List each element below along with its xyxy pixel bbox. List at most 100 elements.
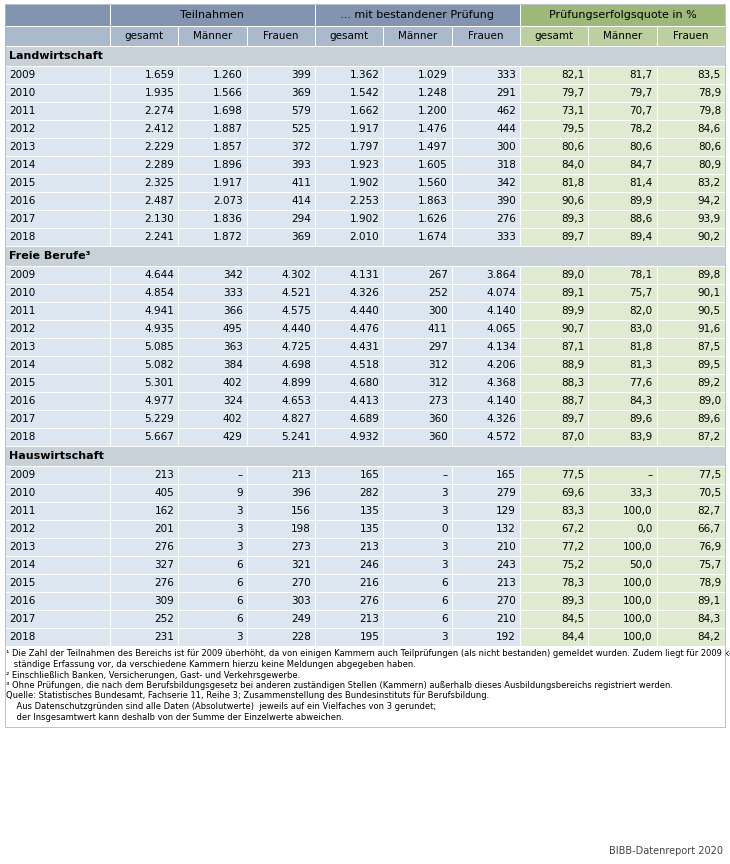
Bar — [178, 210, 247, 228]
Bar — [178, 520, 247, 538]
Bar — [520, 502, 588, 520]
Text: 9: 9 — [236, 488, 242, 498]
Bar — [452, 574, 520, 592]
Bar — [5, 210, 110, 228]
Bar — [5, 84, 110, 102]
Text: gesamt: gesamt — [125, 31, 164, 41]
Bar — [247, 26, 315, 46]
Bar — [247, 156, 315, 174]
Bar — [520, 592, 588, 610]
Bar — [5, 392, 110, 410]
Text: 84,6: 84,6 — [698, 124, 721, 134]
Text: 83,2: 83,2 — [698, 178, 721, 188]
Bar — [657, 320, 725, 338]
Text: Männer: Männer — [603, 31, 642, 41]
Text: 429: 429 — [223, 432, 242, 442]
Bar — [452, 120, 520, 138]
Bar — [315, 574, 383, 592]
Bar — [178, 502, 247, 520]
Bar — [178, 428, 247, 446]
Text: 89,3: 89,3 — [561, 214, 584, 224]
Text: 2.487: 2.487 — [145, 196, 174, 206]
Bar — [5, 556, 110, 574]
Bar — [657, 374, 725, 392]
Bar — [383, 228, 452, 246]
Text: 4.977: 4.977 — [145, 396, 174, 406]
Text: 1.698: 1.698 — [212, 106, 242, 116]
Text: 318: 318 — [496, 160, 516, 170]
Text: 210: 210 — [496, 542, 516, 552]
Bar — [110, 284, 178, 302]
Text: Aus Datenschutzgründen sind alle Daten (Absolutwerte)  jeweils auf ein Vielfache: Aus Datenschutzgründen sind alle Daten (… — [6, 702, 436, 711]
Bar — [178, 174, 247, 192]
Text: 4.431: 4.431 — [350, 342, 380, 352]
Text: 270: 270 — [496, 596, 516, 606]
Bar — [588, 484, 657, 502]
Bar — [178, 392, 247, 410]
Text: 2009: 2009 — [9, 470, 35, 480]
Text: 342: 342 — [223, 270, 242, 280]
Text: 50,0: 50,0 — [630, 560, 653, 570]
Bar — [520, 174, 588, 192]
Bar — [588, 520, 657, 538]
Text: 2.325: 2.325 — [145, 178, 174, 188]
Bar — [657, 592, 725, 610]
Text: 4.941: 4.941 — [145, 306, 174, 316]
Bar — [452, 284, 520, 302]
Bar — [520, 338, 588, 356]
Text: 2013: 2013 — [9, 142, 35, 152]
Bar — [247, 356, 315, 374]
Bar — [247, 410, 315, 428]
Bar — [383, 392, 452, 410]
Bar — [383, 210, 452, 228]
Text: 390: 390 — [496, 196, 516, 206]
Text: 4.134: 4.134 — [486, 342, 516, 352]
Bar — [520, 192, 588, 210]
Bar — [452, 102, 520, 120]
Bar — [383, 484, 452, 502]
Text: 33,3: 33,3 — [629, 488, 653, 498]
Bar — [247, 174, 315, 192]
Text: –: – — [442, 470, 447, 480]
Text: 6: 6 — [236, 560, 242, 570]
Bar — [315, 628, 383, 646]
Text: 4.074: 4.074 — [486, 288, 516, 298]
Text: 1.917: 1.917 — [350, 124, 380, 134]
Text: 4.413: 4.413 — [350, 396, 380, 406]
Text: 276: 276 — [359, 596, 380, 606]
Text: Freie Berufe³: Freie Berufe³ — [9, 251, 91, 261]
Bar — [588, 428, 657, 446]
Bar — [588, 374, 657, 392]
Bar — [520, 120, 588, 138]
Bar — [452, 356, 520, 374]
Text: 2014: 2014 — [9, 160, 35, 170]
Bar — [110, 4, 315, 26]
Text: 2.412: 2.412 — [145, 124, 174, 134]
Bar — [383, 284, 452, 302]
Text: 1.626: 1.626 — [418, 214, 447, 224]
Bar — [178, 484, 247, 502]
Bar — [178, 66, 247, 84]
Text: Teilnahmen: Teilnahmen — [180, 10, 245, 20]
Bar — [315, 320, 383, 338]
Text: 87,5: 87,5 — [698, 342, 721, 352]
Bar — [178, 102, 247, 120]
Text: 333: 333 — [496, 70, 516, 80]
Bar — [315, 84, 383, 102]
Text: 1.923: 1.923 — [350, 160, 380, 170]
Bar — [657, 410, 725, 428]
Text: 76,9: 76,9 — [698, 542, 721, 552]
Bar — [520, 210, 588, 228]
Bar — [315, 374, 383, 392]
Bar — [5, 592, 110, 610]
Bar — [247, 302, 315, 320]
Bar — [588, 26, 657, 46]
Text: 3.864: 3.864 — [486, 270, 516, 280]
Bar — [520, 374, 588, 392]
Bar — [178, 356, 247, 374]
Text: 2010: 2010 — [9, 88, 35, 98]
Bar — [315, 138, 383, 156]
Text: 5.667: 5.667 — [145, 432, 174, 442]
Text: 1.662: 1.662 — [350, 106, 380, 116]
Bar — [178, 628, 247, 646]
